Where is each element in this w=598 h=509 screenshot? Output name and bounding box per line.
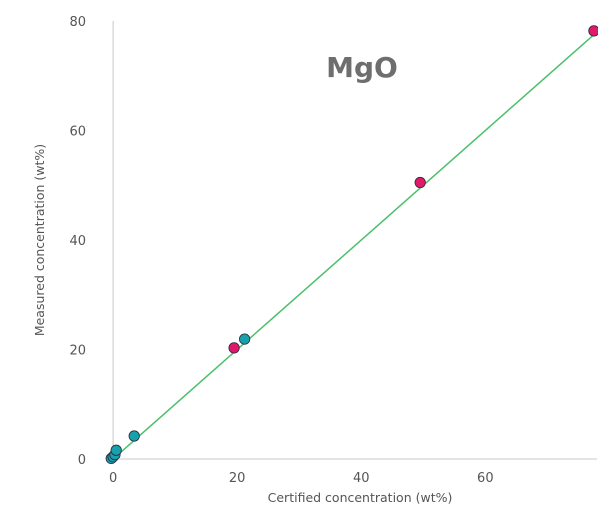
data-point [228, 342, 240, 354]
y-tick-label: 80 [69, 15, 86, 30]
tick-labels: 0 20 40 60 80 0 20 40 60 [69, 15, 493, 486]
x-tick-label: 40 [353, 471, 370, 486]
data-point [110, 444, 122, 456]
y-tick-label: 20 [69, 344, 86, 359]
x-tick-label: 60 [477, 471, 494, 486]
data-point [414, 176, 426, 189]
chart-title: MgO [326, 51, 398, 84]
axes [110, 21, 597, 460]
fit-line-group [112, 31, 598, 460]
fit-line [112, 31, 598, 460]
data-point [128, 430, 140, 442]
y-axis-title: Measured concentration (wt%) [32, 144, 47, 336]
x-tick-label: 0 [109, 471, 117, 486]
y-tick-label: 0 [78, 453, 86, 468]
data-point [588, 25, 598, 37]
data-point [239, 333, 251, 345]
y-tick-label: 40 [69, 234, 86, 249]
x-tick-label: 20 [229, 471, 246, 486]
y-tick-label: 60 [69, 125, 86, 140]
data-points [105, 25, 598, 465]
x-axis-title: Certified concentration (wt%) [268, 490, 453, 505]
